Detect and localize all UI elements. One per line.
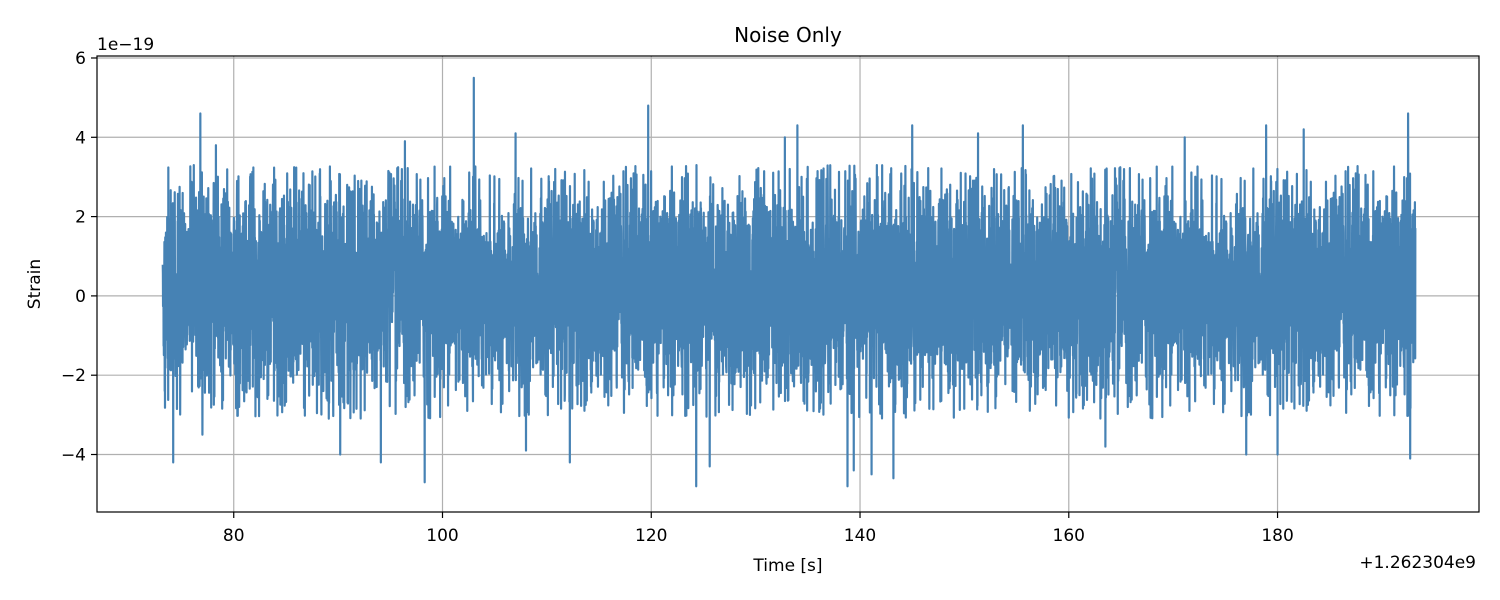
y-tick-label-3: 2 bbox=[75, 208, 86, 228]
x-tick-label-1: 100 bbox=[426, 526, 458, 546]
x-tick-label-5: 180 bbox=[1261, 526, 1293, 546]
x-axis-label: Time [s] bbox=[752, 556, 822, 576]
x-offset-label: +1.262304e9 bbox=[1359, 553, 1476, 573]
x-tick-label-3: 140 bbox=[844, 526, 876, 546]
chart-title: Noise Only bbox=[734, 23, 842, 47]
axes-frame bbox=[96, 55, 1480, 513]
y-tick-label-0: −4 bbox=[61, 446, 86, 466]
x-tick-label-2: 120 bbox=[635, 526, 667, 546]
ticks: 80 100 120 140 160 180 −4 −2 0 2 4 6 bbox=[61, 49, 1294, 546]
series-line-0 bbox=[161, 76, 1417, 488]
x-tick-label-0: 80 bbox=[223, 526, 245, 546]
y-axis-label: Strain bbox=[25, 259, 45, 309]
y-tick-label-5: 6 bbox=[75, 49, 86, 69]
y-tick-label-4: 4 bbox=[75, 128, 86, 148]
y-tick-label-1: −2 bbox=[61, 366, 86, 386]
y-tick-label-2: 0 bbox=[75, 287, 86, 307]
plot-area bbox=[161, 76, 1417, 488]
y-scale-label: 1e−19 bbox=[97, 35, 154, 55]
x-tick-label-4: 160 bbox=[1053, 526, 1085, 546]
